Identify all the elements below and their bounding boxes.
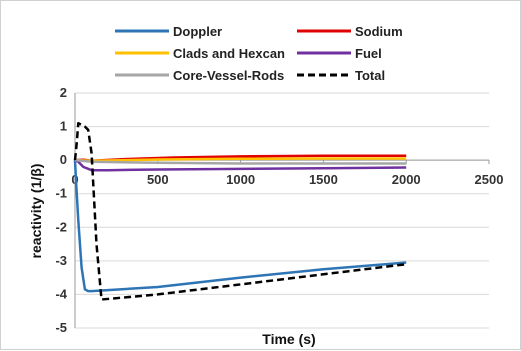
x-tick-label: 1000 (226, 172, 255, 187)
x-tick-label: 1500 (309, 172, 338, 187)
legend-item-sodium: Sodium (297, 24, 403, 39)
y-tick-label: -5 (55, 320, 67, 335)
legend-label: Core-Vessel-Rods (173, 68, 284, 83)
legend-item-fuel: Fuel (297, 46, 382, 61)
y-tick-label: 0 (60, 152, 67, 167)
x-tick-label: 2500 (475, 172, 504, 187)
y-tick-label: -4 (55, 286, 67, 301)
legend-label: Doppler (173, 24, 222, 39)
axis-layer: 210-1-2-3-4-505001000150020002500 (55, 85, 503, 335)
y-tick-label: -1 (55, 186, 67, 201)
y-tick-label: 2 (60, 85, 67, 100)
legend-item-total: Total (297, 68, 385, 83)
x-tick-label: 2000 (392, 172, 421, 187)
series-line-doppler (73, 160, 407, 293)
series-line-fuel (74, 158, 407, 172)
x-axis-label: Time (s) (262, 331, 315, 347)
legend: Doppler Sodium Clads and Hexcan Fuel Core-Ve… (115, 24, 403, 83)
legend-label: Fuel (355, 46, 382, 61)
legend-item-doppler: Doppler (115, 24, 222, 39)
x-tick-label: 500 (147, 172, 169, 187)
legend-label: Sodium (355, 24, 403, 39)
y-axis-label: reactivity (1/β) (28, 164, 44, 259)
series-line-total (73, 121, 407, 301)
legend-label: Clads and Hexcan (173, 46, 285, 61)
legend-item-core-vessel-rods: Core-Vessel-Rods (115, 68, 284, 83)
series-line-core-vessel-rods (74, 158, 407, 165)
grid-layer (75, 92, 489, 329)
legend-item-clads-and-hexcan: Clads and Hexcan (115, 46, 285, 61)
y-tick-label: -2 (55, 219, 67, 234)
y-tick-label: -3 (55, 253, 67, 268)
y-tick-label: 1 (60, 119, 67, 134)
legend-label: Total (355, 68, 385, 83)
series-layer (73, 121, 407, 301)
